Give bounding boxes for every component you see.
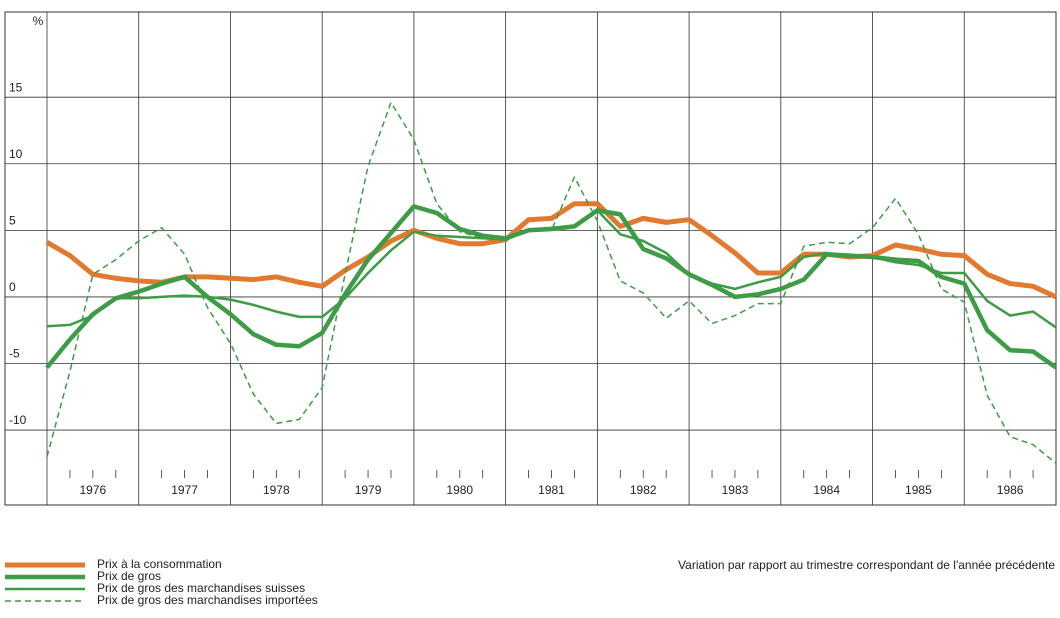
series-line xyxy=(46,209,1057,329)
y-tick-label: -10 xyxy=(9,413,27,427)
y-axis-label: % xyxy=(33,14,44,28)
legend-label: Prix de gros xyxy=(97,569,161,583)
y-tick-label: 5 xyxy=(9,214,16,228)
series-line xyxy=(46,101,1057,464)
annotation: Variation par rapport au trimestre corre… xyxy=(678,558,1055,572)
y-tick-label: 10 xyxy=(9,147,23,161)
x-tick-label: 1978 xyxy=(263,483,290,497)
x-tick-label: 1976 xyxy=(80,483,107,497)
x-tick-label: 1979 xyxy=(355,483,382,497)
x-tick-label: 1985 xyxy=(905,483,932,497)
y-tick-label: -5 xyxy=(9,347,20,361)
x-tick-label: 1984 xyxy=(813,483,840,497)
series-line xyxy=(45,201,1058,300)
legend-label: Prix à la consommation xyxy=(97,557,222,571)
x-tick-label: 1982 xyxy=(630,483,657,497)
legend-label: Prix de gros des marchandises importées xyxy=(97,593,318,607)
x-tick-label: 1986 xyxy=(997,483,1024,497)
x-tick-label: 1983 xyxy=(722,483,749,497)
x-tick-label: 1977 xyxy=(171,483,198,497)
x-tick-label: 1981 xyxy=(538,483,565,497)
x-tick-label: 1980 xyxy=(446,483,473,497)
legend-label: Prix de gros des marchandises suisses xyxy=(97,581,305,595)
series-line xyxy=(45,204,1058,370)
y-tick-label: 15 xyxy=(9,80,23,94)
y-tick-label: 0 xyxy=(9,280,16,294)
